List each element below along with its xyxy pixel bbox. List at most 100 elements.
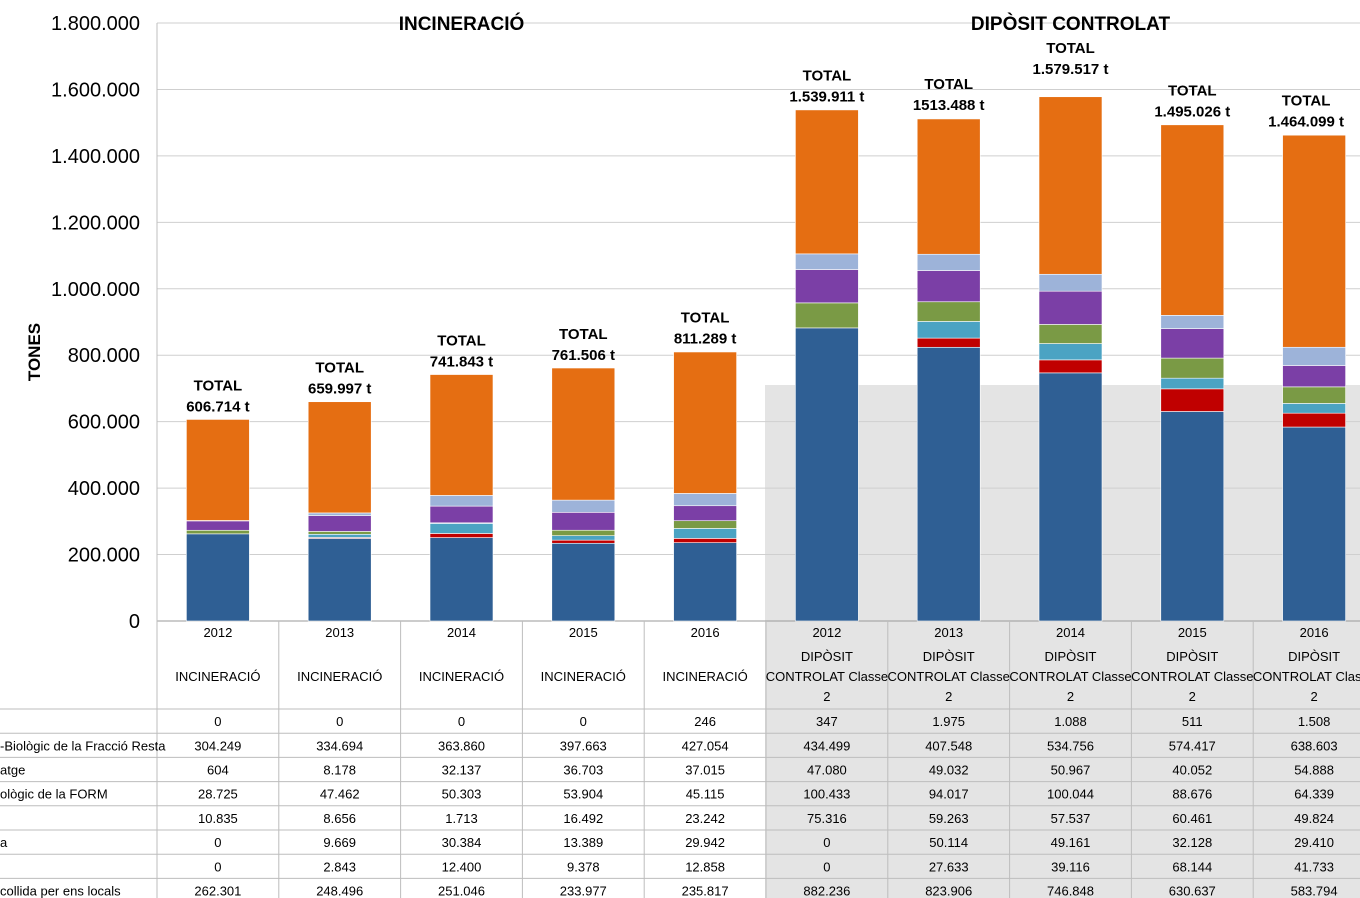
bar-segment [186, 529, 250, 535]
table-cell: 347 [816, 714, 838, 729]
total-value-label: 1.464.099 t [1268, 114, 1344, 131]
table-cell: 8.656 [323, 811, 356, 826]
bar-segment [1160, 124, 1225, 126]
table-cell: 638.603 [1291, 738, 1338, 753]
table-cell: 49.161 [1051, 835, 1091, 850]
table-cell: 8.178 [323, 763, 356, 778]
bar-segment [1038, 324, 1103, 344]
table-cell: 882.236 [803, 884, 850, 898]
table-cell: 0 [214, 835, 221, 850]
table-cell: 0 [458, 714, 465, 729]
table-cell: 49.824 [1294, 811, 1334, 826]
x-year-label: 2015 [569, 625, 598, 640]
total-label: TOTAL [559, 326, 608, 343]
table-cell: 583.794 [1291, 884, 1338, 898]
table-cell: 12.400 [442, 859, 482, 874]
x-year-label: 2016 [1300, 625, 1329, 640]
table-cell: 13.389 [563, 835, 603, 850]
table-cell: 0 [214, 859, 221, 874]
bar-segment [307, 531, 372, 535]
table-cell: 235.817 [682, 884, 729, 898]
bar-segment [307, 512, 372, 516]
bar-segment [429, 533, 494, 538]
table-row-header: -Biològic de la Fracció Resta [0, 738, 166, 753]
total-value-label: 1.579.517 t [1033, 61, 1109, 78]
table-cell: 37.015 [685, 763, 725, 778]
table-cell: 0 [580, 714, 587, 729]
x-year-label: 2013 [934, 625, 963, 640]
table-cell: 36.703 [563, 763, 603, 778]
table-cell: 248.496 [316, 884, 363, 898]
y-tick-label: 800.000 [68, 345, 140, 367]
x-category-label: INCINERACIÓ [419, 669, 504, 684]
bars [186, 95, 1346, 622]
bar-segment [429, 495, 494, 507]
table-cell: 32.128 [1172, 835, 1212, 850]
y-tick-label: 1.000.000 [51, 279, 140, 301]
x-category-label: CONTROLAT Classe [766, 669, 888, 684]
table-cell: 16.492 [563, 811, 603, 826]
table-cell: 68.144 [1172, 859, 1212, 874]
bar-segment [916, 337, 981, 348]
x-category-label: CONTROLAT Classe [1131, 669, 1253, 684]
total-value-label: 741.843 t [430, 354, 493, 371]
bar-segment [1160, 124, 1225, 316]
table-cell: 363.860 [438, 738, 485, 753]
bar-segment [673, 538, 737, 543]
table-cell: 39.116 [1051, 859, 1090, 874]
x-category-label: INCINERACIÓ [662, 669, 747, 684]
section-title: INCINERACIÓ [399, 13, 525, 35]
bar-segment [186, 419, 250, 521]
bar-segment [1160, 357, 1225, 379]
table-cell: 407.548 [925, 738, 972, 753]
x-category-label: CONTROLAT Classe [888, 669, 1010, 684]
table-cell: 397.663 [560, 738, 607, 753]
table-cell: 28.725 [198, 787, 238, 802]
y-tick-label: 1.400.000 [51, 146, 140, 168]
table-cell: 59.263 [929, 811, 969, 826]
table-cell: 434.499 [803, 738, 850, 753]
table-cell: 304.249 [194, 738, 241, 753]
bar-segment [551, 539, 616, 544]
table-cell: 53.904 [563, 787, 603, 802]
bar-segment [673, 505, 737, 522]
table-cell: 334.694 [316, 738, 363, 753]
total-value-label: 659.997 t [308, 381, 371, 398]
table-cell: 746.848 [1047, 884, 1094, 898]
bar-segment [551, 367, 616, 501]
total-label: TOTAL [1282, 93, 1331, 110]
bar-segment [795, 302, 859, 329]
bar-segment [916, 117, 981, 120]
bar-segment [673, 542, 737, 622]
table-cell: 29.410 [1294, 835, 1334, 850]
table-cell: 57.537 [1051, 811, 1091, 826]
bar-segment [1282, 134, 1346, 348]
table-cell: 9.669 [323, 835, 356, 850]
y-tick-label: 0 [129, 611, 140, 633]
table-cell: 50.967 [1051, 763, 1091, 778]
bar-segment [551, 512, 616, 531]
bar-segment [1038, 359, 1103, 374]
x-year-label: 2014 [1056, 625, 1085, 640]
table-cell: 64.339 [1294, 787, 1334, 802]
table-row-header: ològic de la FORM [0, 787, 108, 802]
bar-segment [916, 253, 981, 271]
total-label: TOTAL [1168, 82, 1217, 99]
total-value-label: 1513.488 t [913, 97, 985, 114]
table-cell: 246 [694, 714, 716, 729]
table-cell: 54.888 [1294, 763, 1334, 778]
bar-segment [186, 533, 250, 622]
table-cell: 427.054 [682, 738, 729, 753]
x-category-label: INCINERACIÓ [297, 669, 382, 684]
bar-segment [307, 401, 372, 514]
bar-segment [1038, 96, 1103, 275]
x-year-label: 2016 [691, 625, 720, 640]
table-cell: 45.115 [686, 787, 725, 802]
bar-segment [307, 515, 372, 532]
bar-segment [1282, 346, 1346, 366]
table-cell: 262.301 [194, 884, 241, 898]
table-cell: 40.052 [1172, 763, 1212, 778]
bar-segment [916, 346, 981, 622]
table-cell: 75.316 [807, 811, 847, 826]
x-category-label: 2 [1189, 689, 1196, 704]
